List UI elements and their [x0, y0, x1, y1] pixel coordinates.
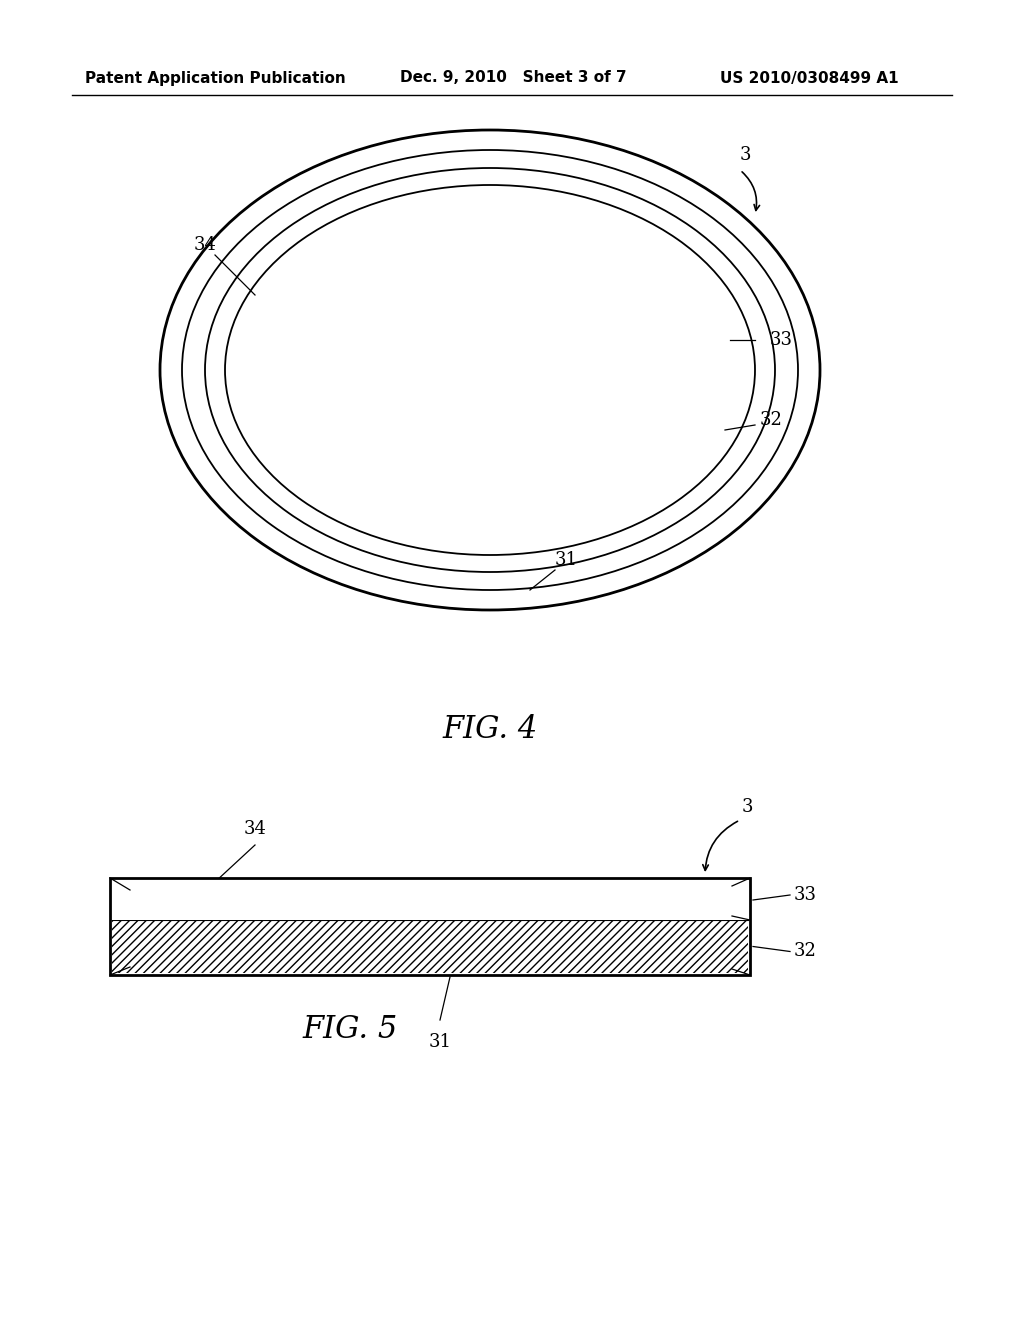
Text: Dec. 9, 2010   Sheet 3 of 7: Dec. 9, 2010 Sheet 3 of 7: [400, 70, 627, 86]
Text: US 2010/0308499 A1: US 2010/0308499 A1: [720, 70, 899, 86]
Text: FIG. 4: FIG. 4: [442, 714, 538, 746]
Text: 32: 32: [794, 942, 817, 961]
Text: 34: 34: [244, 820, 266, 838]
Bar: [112, 920, 748, 973]
Text: Patent Application Publication: Patent Application Publication: [85, 70, 346, 86]
Bar: [110, 878, 750, 975]
Text: 33: 33: [794, 886, 817, 904]
Bar: [112, 880, 748, 920]
Text: 33: 33: [770, 331, 793, 348]
Text: 3: 3: [741, 799, 753, 816]
Text: 34: 34: [194, 236, 216, 253]
Text: 32: 32: [760, 411, 783, 429]
Text: 3: 3: [739, 147, 751, 164]
Text: 31: 31: [428, 1034, 452, 1051]
Text: FIG. 5: FIG. 5: [302, 1015, 397, 1045]
Text: 31: 31: [555, 550, 578, 569]
